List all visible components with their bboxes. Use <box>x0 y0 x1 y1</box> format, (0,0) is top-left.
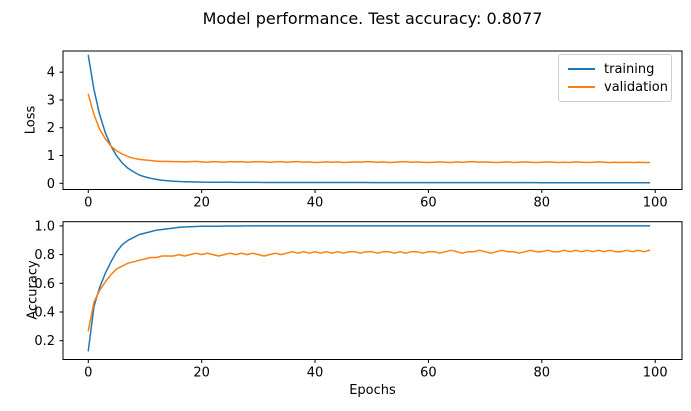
loss-plot-xtick-label: 60 <box>420 196 437 211</box>
accuracy-plot-xtick-label: 0 <box>84 366 92 381</box>
loss-plot-ytick-label: 3 <box>47 93 55 108</box>
accuracy-plot-ytick-label: 0.4 <box>34 306 55 321</box>
loss-plot-xtick-label: 100 <box>643 196 668 211</box>
loss-plot-xtick-label: 20 <box>193 196 210 211</box>
accuracy-plot-frame <box>62 221 683 360</box>
training-accuracy-curve <box>87 225 651 352</box>
accuracy-plot-xtick-label: 100 <box>643 366 668 381</box>
accuracy-plot-ytick-label: 0.6 <box>34 277 55 292</box>
accuracy-plot-xtick-label: 20 <box>193 366 210 381</box>
accuracy-plot-xtick-label: 80 <box>534 366 551 381</box>
loss-plot-ytick-label: 0 <box>47 177 55 192</box>
loss-plot-xtick-label: 0 <box>84 196 92 211</box>
accuracy-plot-xtick-label: 40 <box>307 366 324 381</box>
accuracy-plot-ytick-label: 0.8 <box>34 248 55 263</box>
accuracy-plot-xtick-label: 60 <box>420 366 437 381</box>
accuracy-plot-ytick-label: 1.0 <box>34 219 55 234</box>
loss-plot-frame <box>62 50 683 190</box>
legend-label-validation: validation <box>604 79 669 95</box>
legend-entry-validation: validation <box>568 78 668 96</box>
accuracy-plot-ytick-label: 0.2 <box>34 334 55 349</box>
validation-loss-curve <box>87 93 651 164</box>
loss-plot-ytick-label: 1 <box>47 149 55 164</box>
validation-line-swatch <box>568 86 595 88</box>
figure-title: Model performance. Test accuracy: 0.8077 <box>202 9 543 28</box>
legend-label-training: training <box>604 61 655 77</box>
loss-plot-xtick-label: 40 <box>307 196 324 211</box>
legend: training validation <box>558 54 672 102</box>
training-loss-curve <box>87 54 651 184</box>
x-axis-label-epochs: Epochs <box>349 383 396 398</box>
training-line-swatch <box>568 68 595 70</box>
legend-entry-training: training <box>568 60 663 78</box>
loss-plot-ytick-label: 2 <box>47 121 55 136</box>
validation-accuracy-curve <box>87 249 651 332</box>
loss-plot-xtick-label: 80 <box>534 196 551 211</box>
loss-plot-ytick-label: 4 <box>47 66 55 81</box>
